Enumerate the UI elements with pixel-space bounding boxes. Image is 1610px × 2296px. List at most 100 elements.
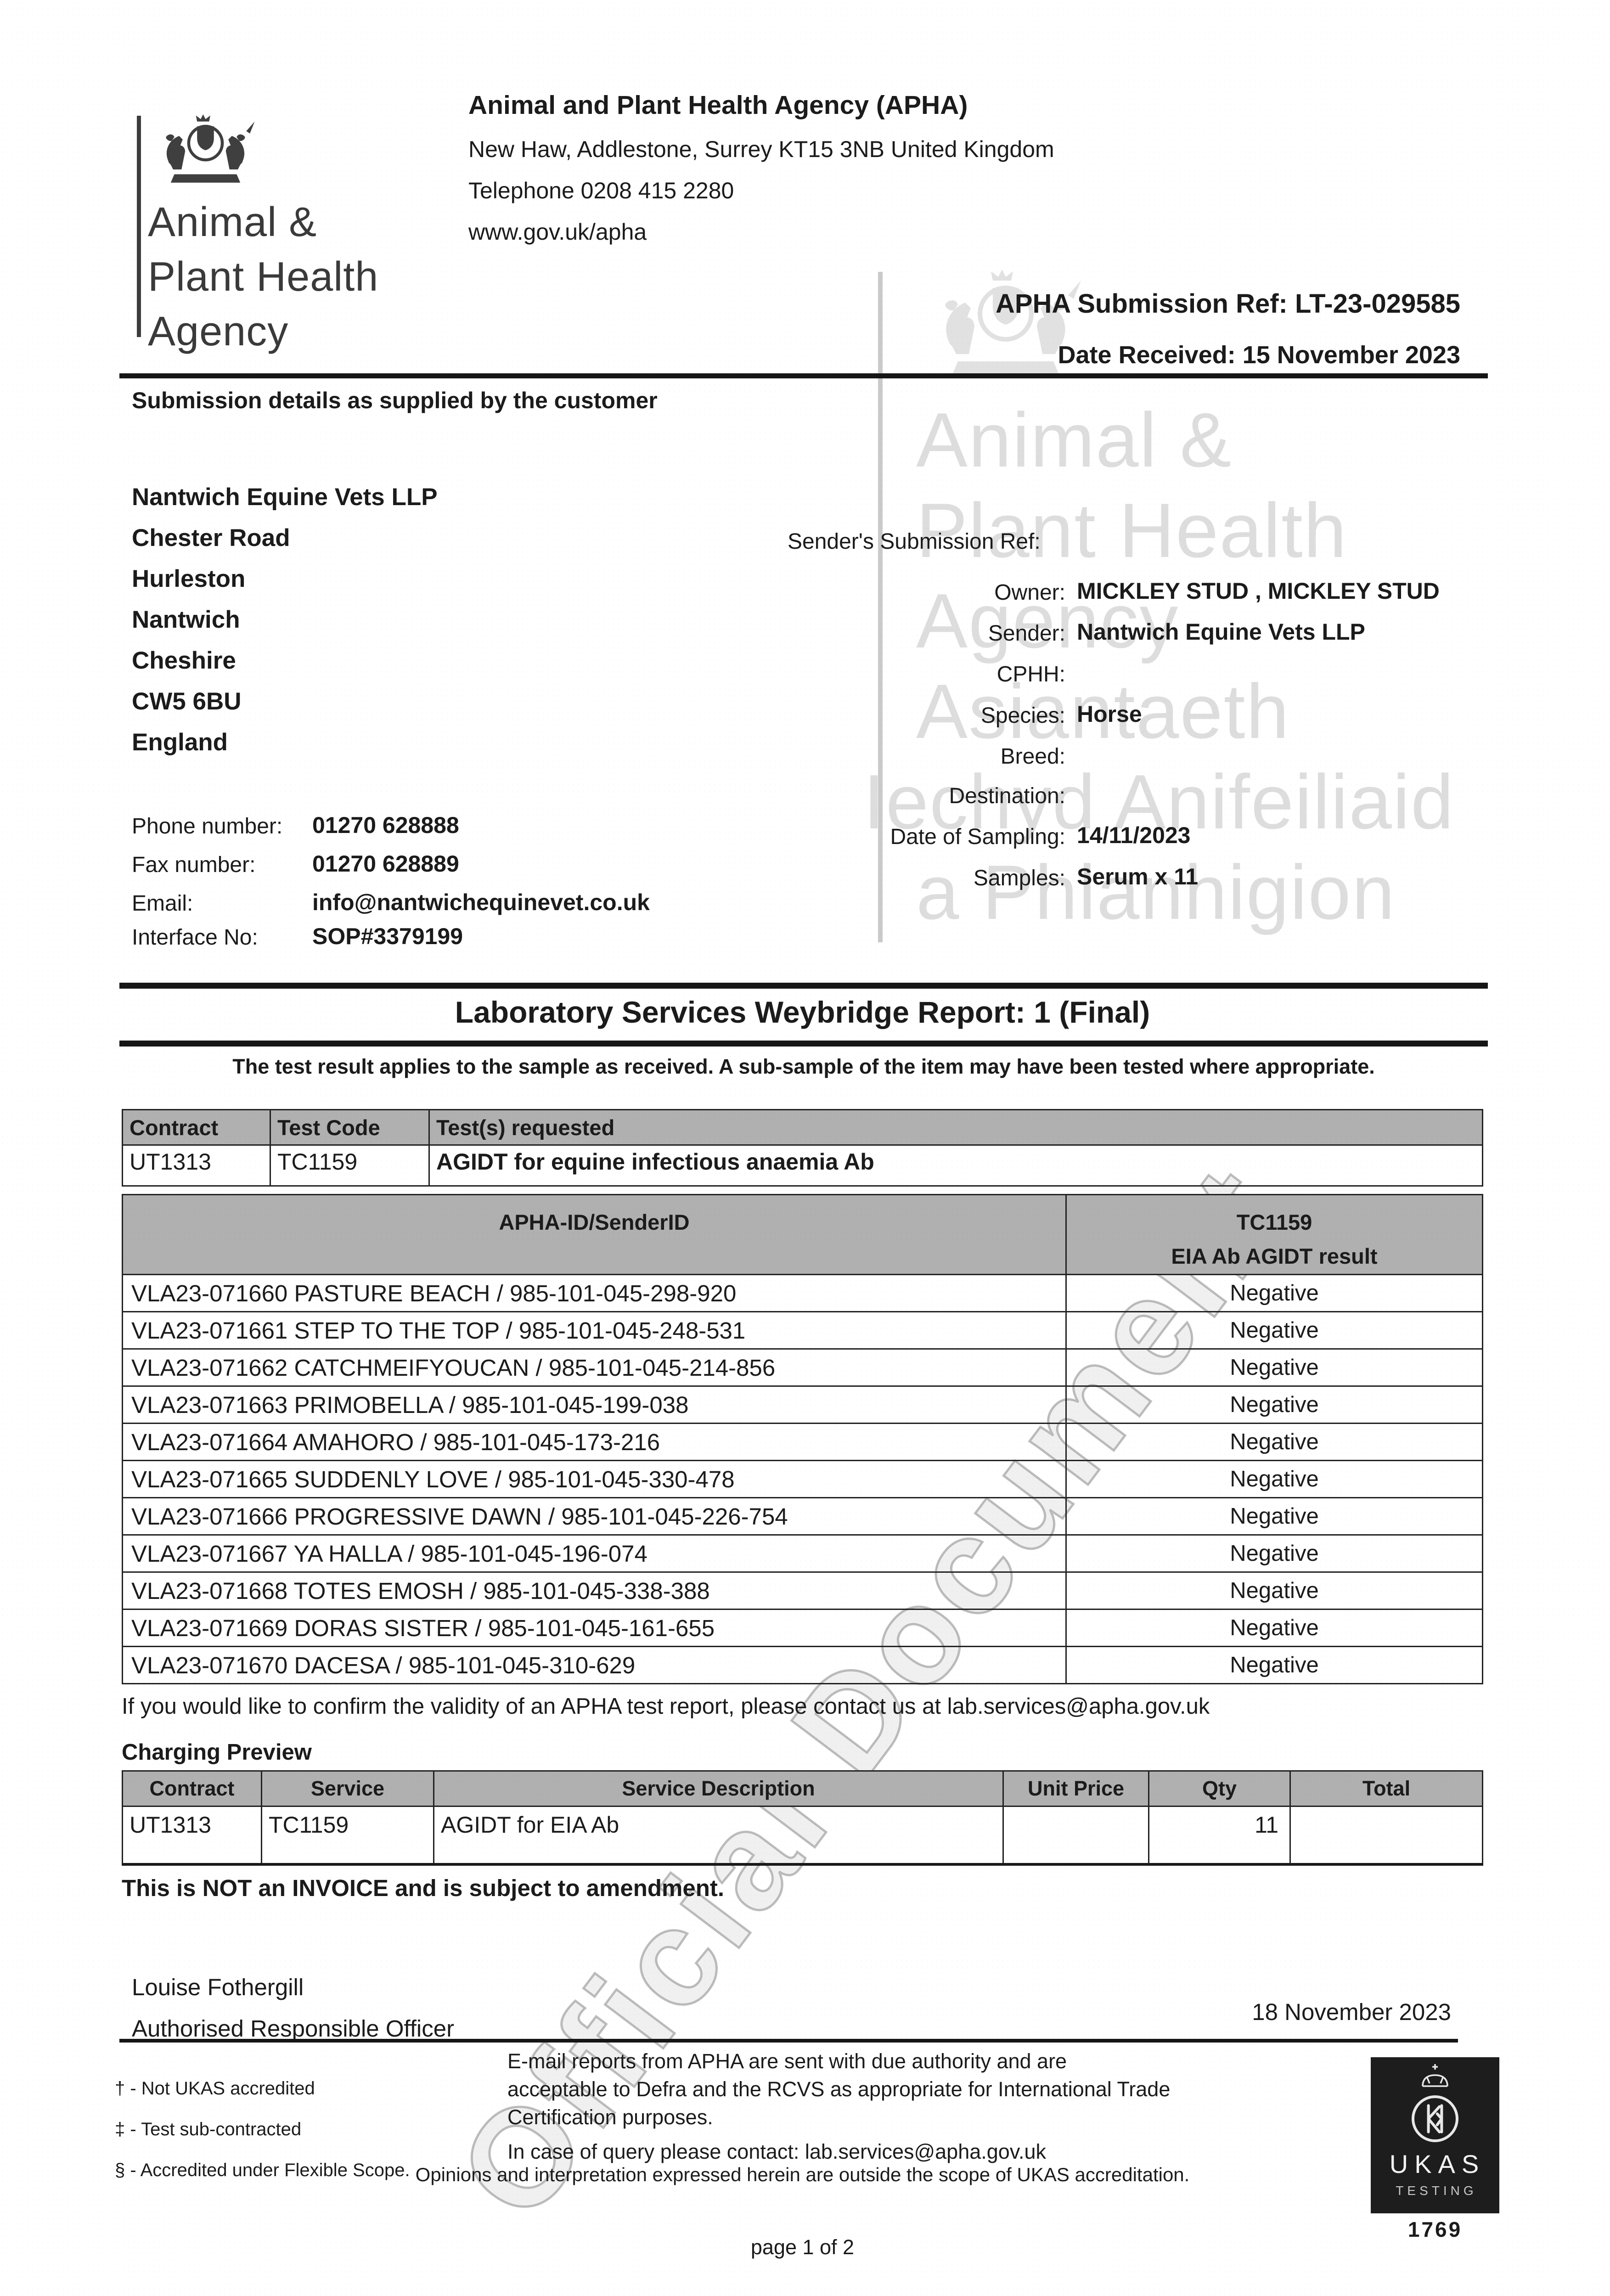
ukas-emblem-icon — [1412, 2095, 1458, 2142]
report-title: Laboratory Services Weybridge Report: 1 … — [455, 995, 1150, 1029]
result-value: Negative — [1065, 1423, 1483, 1461]
sample-id: VLA23-071667 YA HALLA / 985-101-045-196-… — [122, 1534, 1067, 1573]
table-row: UT1313 TC1159 AGIDT for EIA Ab 11 — [122, 1806, 1483, 1865]
sample-id: VLA23-071661 STEP TO THE TOP / 985-101-0… — [122, 1311, 1067, 1350]
results-table: APHA-ID/SenderID TC1159 EIA Ab AGIDT resu… — [122, 1194, 1483, 1684]
ukas-accreditation-number: 1769 — [1407, 2217, 1463, 2241]
logo-line: Animal & — [148, 199, 317, 245]
ukas-scope-note: Opinions and interpretation expressed he… — [415, 2164, 1190, 2185]
address-line: Chester Road — [132, 524, 290, 551]
watermark-line: Iechyd Anifeiliaid — [863, 759, 1455, 845]
tests-requested-header: Test(s) requested — [428, 1109, 1483, 1146]
sender-submission-ref-label: Sender's Submission Ref: — [788, 529, 1041, 554]
email-authority-note: E-mail reports from APHA are sent with d… — [507, 2047, 1170, 2131]
owner-label: Owner: — [994, 580, 1065, 605]
sample-id: VLA23-071668 TOTES EMOSH / 985-101-045-3… — [122, 1571, 1067, 1610]
owner-value: MICKLEY STUD , MICKLEY STUD — [1077, 578, 1440, 604]
ukas-wordmark: UKAS — [1389, 2150, 1486, 2178]
watermark-line: Plant Health — [916, 487, 1348, 574]
sender-value: Nantwich Equine Vets LLP — [1077, 619, 1365, 645]
date-received: Date Received: 15 November 2023 — [1058, 341, 1460, 369]
note-line: E-mail reports from APHA are sent with d… — [507, 2049, 1067, 2073]
result-header: TC1159 EIA Ab AGIDT result — [1065, 1194, 1483, 1275]
sampling-date-label: Date of Sampling: — [890, 825, 1065, 849]
species-value: Horse — [1077, 701, 1142, 727]
service-cell: TC1159 — [261, 1806, 434, 1865]
sample-id: VLA23-071660 PASTURE BEACH / 985-101-045… — [122, 1274, 1067, 1312]
qty-cell: 11 — [1148, 1806, 1291, 1865]
table-row: VLA23-071665 SUDDENLY LOVE / 985-101-045… — [122, 1460, 1483, 1498]
sample-id: VLA23-071664 AMAHORO / 985-101-045-173-2… — [122, 1423, 1067, 1461]
service-description-header: Service Description — [433, 1770, 1004, 1807]
address-line: Hurleston — [132, 565, 246, 592]
divider — [119, 373, 1488, 378]
samples-label: Samples: — [973, 866, 1065, 890]
fax-value: 01270 628889 — [312, 851, 459, 877]
address-line: Nantwich — [132, 606, 240, 633]
watermark-vertical-bar — [878, 272, 883, 942]
table-row: VLA23-071660 PASTURE BEACH / 985-101-045… — [122, 1274, 1483, 1312]
apha-logo-wordmark: Animal & Plant Health Agency — [148, 195, 378, 359]
report-date: 18 November 2023 — [1252, 1999, 1451, 2025]
ukas-testing-label: TESTING — [1396, 2183, 1477, 2198]
qty-header: Qty — [1148, 1770, 1291, 1807]
watermark-line: Asiantaeth — [916, 668, 1290, 754]
unit-price-cell — [1002, 1806, 1149, 1865]
test-code-cell: TC1159 — [270, 1144, 430, 1187]
footnote-subcontracted: ‡ - Test sub-contracted — [115, 2119, 302, 2139]
sample-id: VLA23-071669 DORAS SISTER / 985-101-045-… — [122, 1609, 1067, 1647]
page-number: page 1 of 2 — [750, 2235, 855, 2259]
agency-address: New Haw, Addlestone, Surrey KT15 3NB Uni… — [468, 136, 1054, 162]
footnote-flexible-scope: § - Accredited under Flexible Scope. — [115, 2160, 410, 2180]
sample-id: VLA23-071663 PRIMOBELLA / 985-101-045-19… — [122, 1385, 1067, 1424]
result-value: Negative — [1065, 1646, 1483, 1684]
table-row: VLA23-071663 PRIMOBELLA / 985-101-045-19… — [122, 1385, 1483, 1424]
sender-label: Sender: — [988, 621, 1065, 646]
contract-cell: UT1313 — [122, 1806, 262, 1865]
phone-value: 01270 628888 — [312, 812, 459, 838]
result-value: Negative — [1065, 1571, 1483, 1610]
sample-id: VLA23-071662 CATCHMEIFYOUCAN / 985-101-0… — [122, 1348, 1067, 1387]
charging-table: Contract Service Service Description Uni… — [122, 1770, 1483, 1866]
logo-line: Agency — [148, 309, 289, 355]
table-row: UT1313 TC1159 AGIDT for equine infectiou… — [122, 1144, 1483, 1187]
ukas-testing-logo: UKAS TESTING — [1371, 2057, 1499, 2213]
watermark-line: a Phlanhigion — [916, 849, 1396, 935]
table-row: VLA23-071668 TOTES EMOSH / 985-101-045-3… — [122, 1571, 1483, 1610]
divider — [119, 2039, 1458, 2043]
test-request-table: Contract Test Code Test(s) requested UT1… — [122, 1109, 1483, 1187]
fax-label: Fax number: — [132, 853, 256, 877]
sample-id: VLA23-071665 SUDDENLY LOVE / 985-101-045… — [122, 1460, 1067, 1498]
customer-address: Nantwich Equine Vets LLP Chester Road Hu… — [132, 477, 438, 763]
contract-header: Contract — [122, 1109, 271, 1146]
result-value: Negative — [1065, 1460, 1483, 1498]
unit-price-header: Unit Price — [1002, 1770, 1149, 1807]
breed-label: Breed: — [1000, 744, 1065, 769]
tests-requested-cell: AGIDT for equine infectious anaemia Ab — [428, 1144, 1483, 1187]
table-row: VLA23-071666 PROGRESSIVE DAWN / 985-101-… — [122, 1497, 1483, 1536]
cphh-label: CPHH: — [996, 662, 1065, 687]
result-value: Negative — [1065, 1497, 1483, 1536]
contract-cell: UT1313 — [122, 1144, 271, 1187]
result-header-code: TC1159 — [1236, 1210, 1312, 1234]
table-row: VLA23-071669 DORAS SISTER / 985-101-045-… — [122, 1609, 1483, 1647]
result-value: Negative — [1065, 1311, 1483, 1350]
apha-id-header: APHA-ID/SenderID — [122, 1194, 1067, 1275]
sample-id: VLA23-071666 PROGRESSIVE DAWN / 985-101-… — [122, 1497, 1067, 1536]
destination-label: Destination: — [949, 784, 1065, 808]
table-header-row: Contract Service Service Description Uni… — [122, 1770, 1483, 1807]
result-value: Negative — [1065, 1274, 1483, 1312]
logo-line: Plant Health — [148, 254, 379, 300]
email-value: info@nantwichequinevet.co.uk — [312, 889, 650, 915]
charging-preview-heading: Charging Preview — [122, 1740, 312, 1765]
address-line: Nantwich Equine Vets LLP — [132, 484, 438, 511]
note-line: Certification purposes. — [507, 2105, 713, 2129]
agency-telephone: Telephone 0208 415 2280 — [468, 178, 734, 203]
invoice-disclaimer: This is NOT an INVOICE and is subject to… — [122, 1875, 725, 1901]
table-row: VLA23-071667 YA HALLA / 985-101-045-196-… — [122, 1534, 1483, 1573]
divider — [119, 983, 1488, 989]
table-header-row: Contract Test Code Test(s) requested — [122, 1109, 1483, 1146]
phone-label: Phone number: — [132, 814, 283, 838]
address-line: England — [132, 729, 228, 756]
result-header-desc: EIA Ab AGIDT result — [1171, 1244, 1378, 1268]
